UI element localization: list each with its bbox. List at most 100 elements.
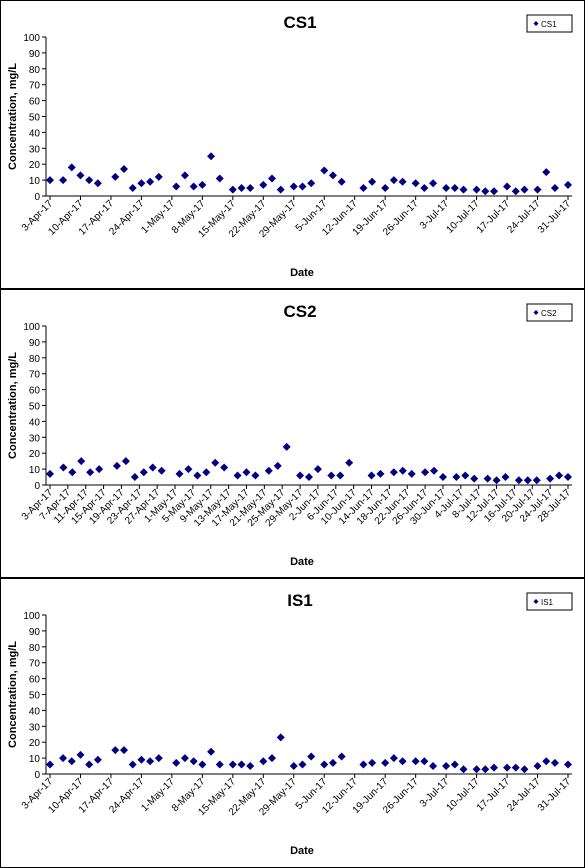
legend-label: CS1: [541, 20, 557, 29]
legend-label: CS2: [541, 309, 557, 318]
data-point: [189, 182, 198, 191]
y-tick-label: 10: [29, 176, 41, 187]
x-axis-label: Date: [290, 267, 314, 279]
panel-border: [0, 578, 585, 868]
data-point: [550, 184, 559, 193]
data-point: [450, 760, 459, 769]
data-point: [246, 184, 255, 193]
data-point: [268, 174, 276, 183]
data-point: [112, 461, 121, 470]
data-point: [492, 476, 501, 485]
data-point: [307, 752, 316, 761]
data-point: [180, 754, 189, 763]
data-point: [207, 747, 216, 756]
data-point: [368, 758, 377, 767]
data-point: [215, 760, 224, 769]
data-point: [46, 469, 54, 478]
data-point: [359, 184, 368, 193]
data-point: [501, 473, 510, 482]
data-point: [398, 757, 407, 766]
data-point: [154, 754, 163, 763]
data-point: [95, 465, 104, 474]
data-point: [86, 468, 95, 477]
data-point: [85, 760, 94, 769]
data-point: [259, 180, 268, 189]
legend-marker: [533, 599, 539, 604]
data-point: [398, 177, 407, 186]
legend-box: [526, 303, 573, 322]
y-tick-label: 100: [23, 33, 40, 44]
data-point: [411, 757, 420, 766]
data-point: [320, 760, 329, 769]
data-point: [523, 476, 532, 485]
data-point: [67, 163, 76, 172]
data-point: [452, 473, 461, 482]
data-point: [111, 746, 120, 755]
data-point: [130, 473, 139, 482]
data-point: [542, 757, 551, 766]
data-point: [327, 471, 336, 480]
y-tick-label: 10: [29, 754, 41, 765]
data-point: [389, 754, 398, 763]
y-tick-label: 80: [29, 354, 41, 365]
data-point: [268, 754, 276, 763]
data-point: [450, 184, 459, 193]
data-point: [389, 468, 398, 477]
data-point: [381, 184, 390, 193]
y-axis-label: Concentration, mg/L: [7, 352, 19, 459]
data-point: [148, 463, 157, 472]
y-tick-label: 70: [29, 81, 41, 92]
y-tick-label: 70: [29, 659, 41, 670]
data-point: [564, 473, 572, 482]
data-point: [180, 171, 189, 180]
data-point: [220, 463, 229, 472]
data-point: [139, 468, 148, 477]
y-tick-label: 0: [34, 770, 40, 781]
data-point: [398, 466, 407, 475]
data-point: [411, 179, 420, 188]
data-point: [59, 176, 68, 185]
data-point: [533, 762, 542, 771]
data-point: [193, 471, 202, 480]
data-point: [46, 760, 54, 769]
data-point: [459, 185, 468, 194]
y-tick-label: 100: [23, 322, 40, 333]
data-point: [472, 185, 481, 194]
data-point: [490, 763, 498, 772]
x-axis-label: Date: [290, 556, 314, 568]
data-point: [228, 185, 237, 194]
data-point: [336, 471, 345, 480]
y-tick-label: 80: [29, 643, 41, 654]
data-point: [514, 476, 523, 485]
chart: CS101020304050607080901003-Apr-1710-Apr-…: [0, 0, 585, 289]
data-point: [328, 171, 337, 180]
y-tick-label: 50: [29, 691, 41, 702]
data-point: [367, 471, 376, 480]
legend-marker: [533, 310, 539, 315]
data-point: [442, 184, 451, 193]
legend-label: IS1: [541, 598, 554, 607]
data-point: [420, 184, 429, 193]
panel-border: [0, 0, 585, 289]
y-tick-label: 20: [29, 160, 41, 171]
data-point: [59, 754, 68, 763]
data-point: [276, 185, 285, 194]
y-tick-label: 50: [29, 113, 41, 124]
data-point: [420, 757, 429, 766]
data-point: [381, 758, 390, 767]
y-tick-label: 90: [29, 338, 41, 349]
data-point: [430, 466, 439, 475]
data-point: [233, 471, 242, 480]
y-tick-label: 60: [29, 386, 41, 397]
data-point: [289, 762, 298, 771]
data-point: [307, 179, 316, 188]
data-point: [483, 474, 492, 483]
y-tick-label: 50: [29, 402, 41, 413]
data-point: [85, 176, 94, 185]
data-point: [429, 762, 438, 771]
data-point: [202, 468, 211, 477]
data-point: [273, 461, 282, 470]
data-point: [93, 179, 102, 188]
data-point: [259, 757, 268, 766]
y-tick-label: 90: [29, 627, 41, 638]
